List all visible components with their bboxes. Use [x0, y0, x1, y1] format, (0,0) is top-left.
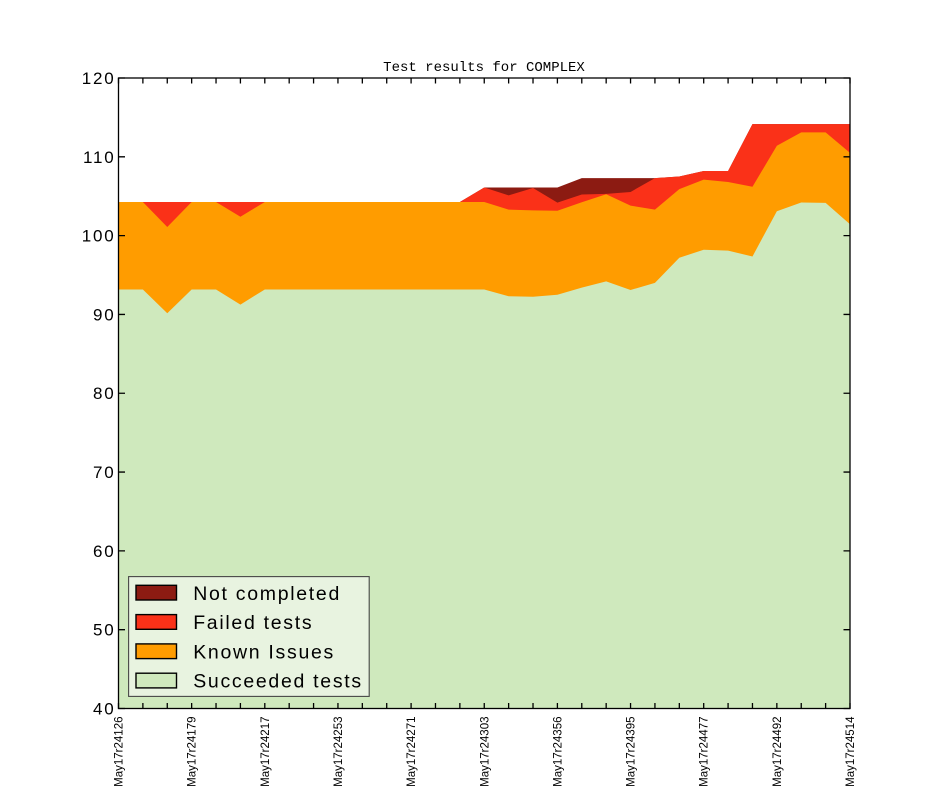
- svg-text:90: 90: [93, 305, 116, 324]
- svg-text:Test results for COMPLEX: Test results for COMPLEX: [383, 60, 585, 76]
- svg-text:Succeeded tests: Succeeded tests: [193, 671, 363, 693]
- svg-text:2May17r24395: 2May17r24395: [626, 717, 638, 788]
- svg-text:70: 70: [93, 463, 116, 482]
- svg-text:9May17r24356: 9May17r24356: [552, 717, 564, 788]
- svg-text:Failed tests: Failed tests: [193, 612, 313, 634]
- svg-text:80: 80: [93, 384, 116, 403]
- svg-text:1May17r24514: 1May17r24514: [845, 716, 857, 787]
- svg-text:6May17r24477: 6May17r24477: [699, 717, 711, 788]
- svg-text:Known Issues: Known Issues: [193, 641, 335, 663]
- svg-text:7May17r24217: 7May17r24217: [260, 717, 272, 788]
- svg-text:1May17r24126: 1May17r24126: [114, 717, 126, 788]
- svg-text:4May17r24179: 4May17r24179: [187, 717, 199, 788]
- svg-text:100: 100: [82, 227, 116, 246]
- svg-text:120: 120: [82, 69, 116, 88]
- svg-text:6May17r24271: 6May17r24271: [406, 717, 418, 788]
- svg-text:Not completed: Not completed: [193, 583, 341, 605]
- svg-text:60: 60: [93, 542, 116, 561]
- svg-text:40: 40: [93, 700, 116, 719]
- svg-text:50: 50: [93, 621, 116, 640]
- svg-text:5May17r24303: 5May17r24303: [479, 717, 491, 788]
- svg-text:110: 110: [83, 148, 116, 167]
- svg-text:8May17r24492: 8May17r24492: [772, 717, 784, 788]
- svg-text:9May17r24253: 9May17r24253: [333, 717, 345, 788]
